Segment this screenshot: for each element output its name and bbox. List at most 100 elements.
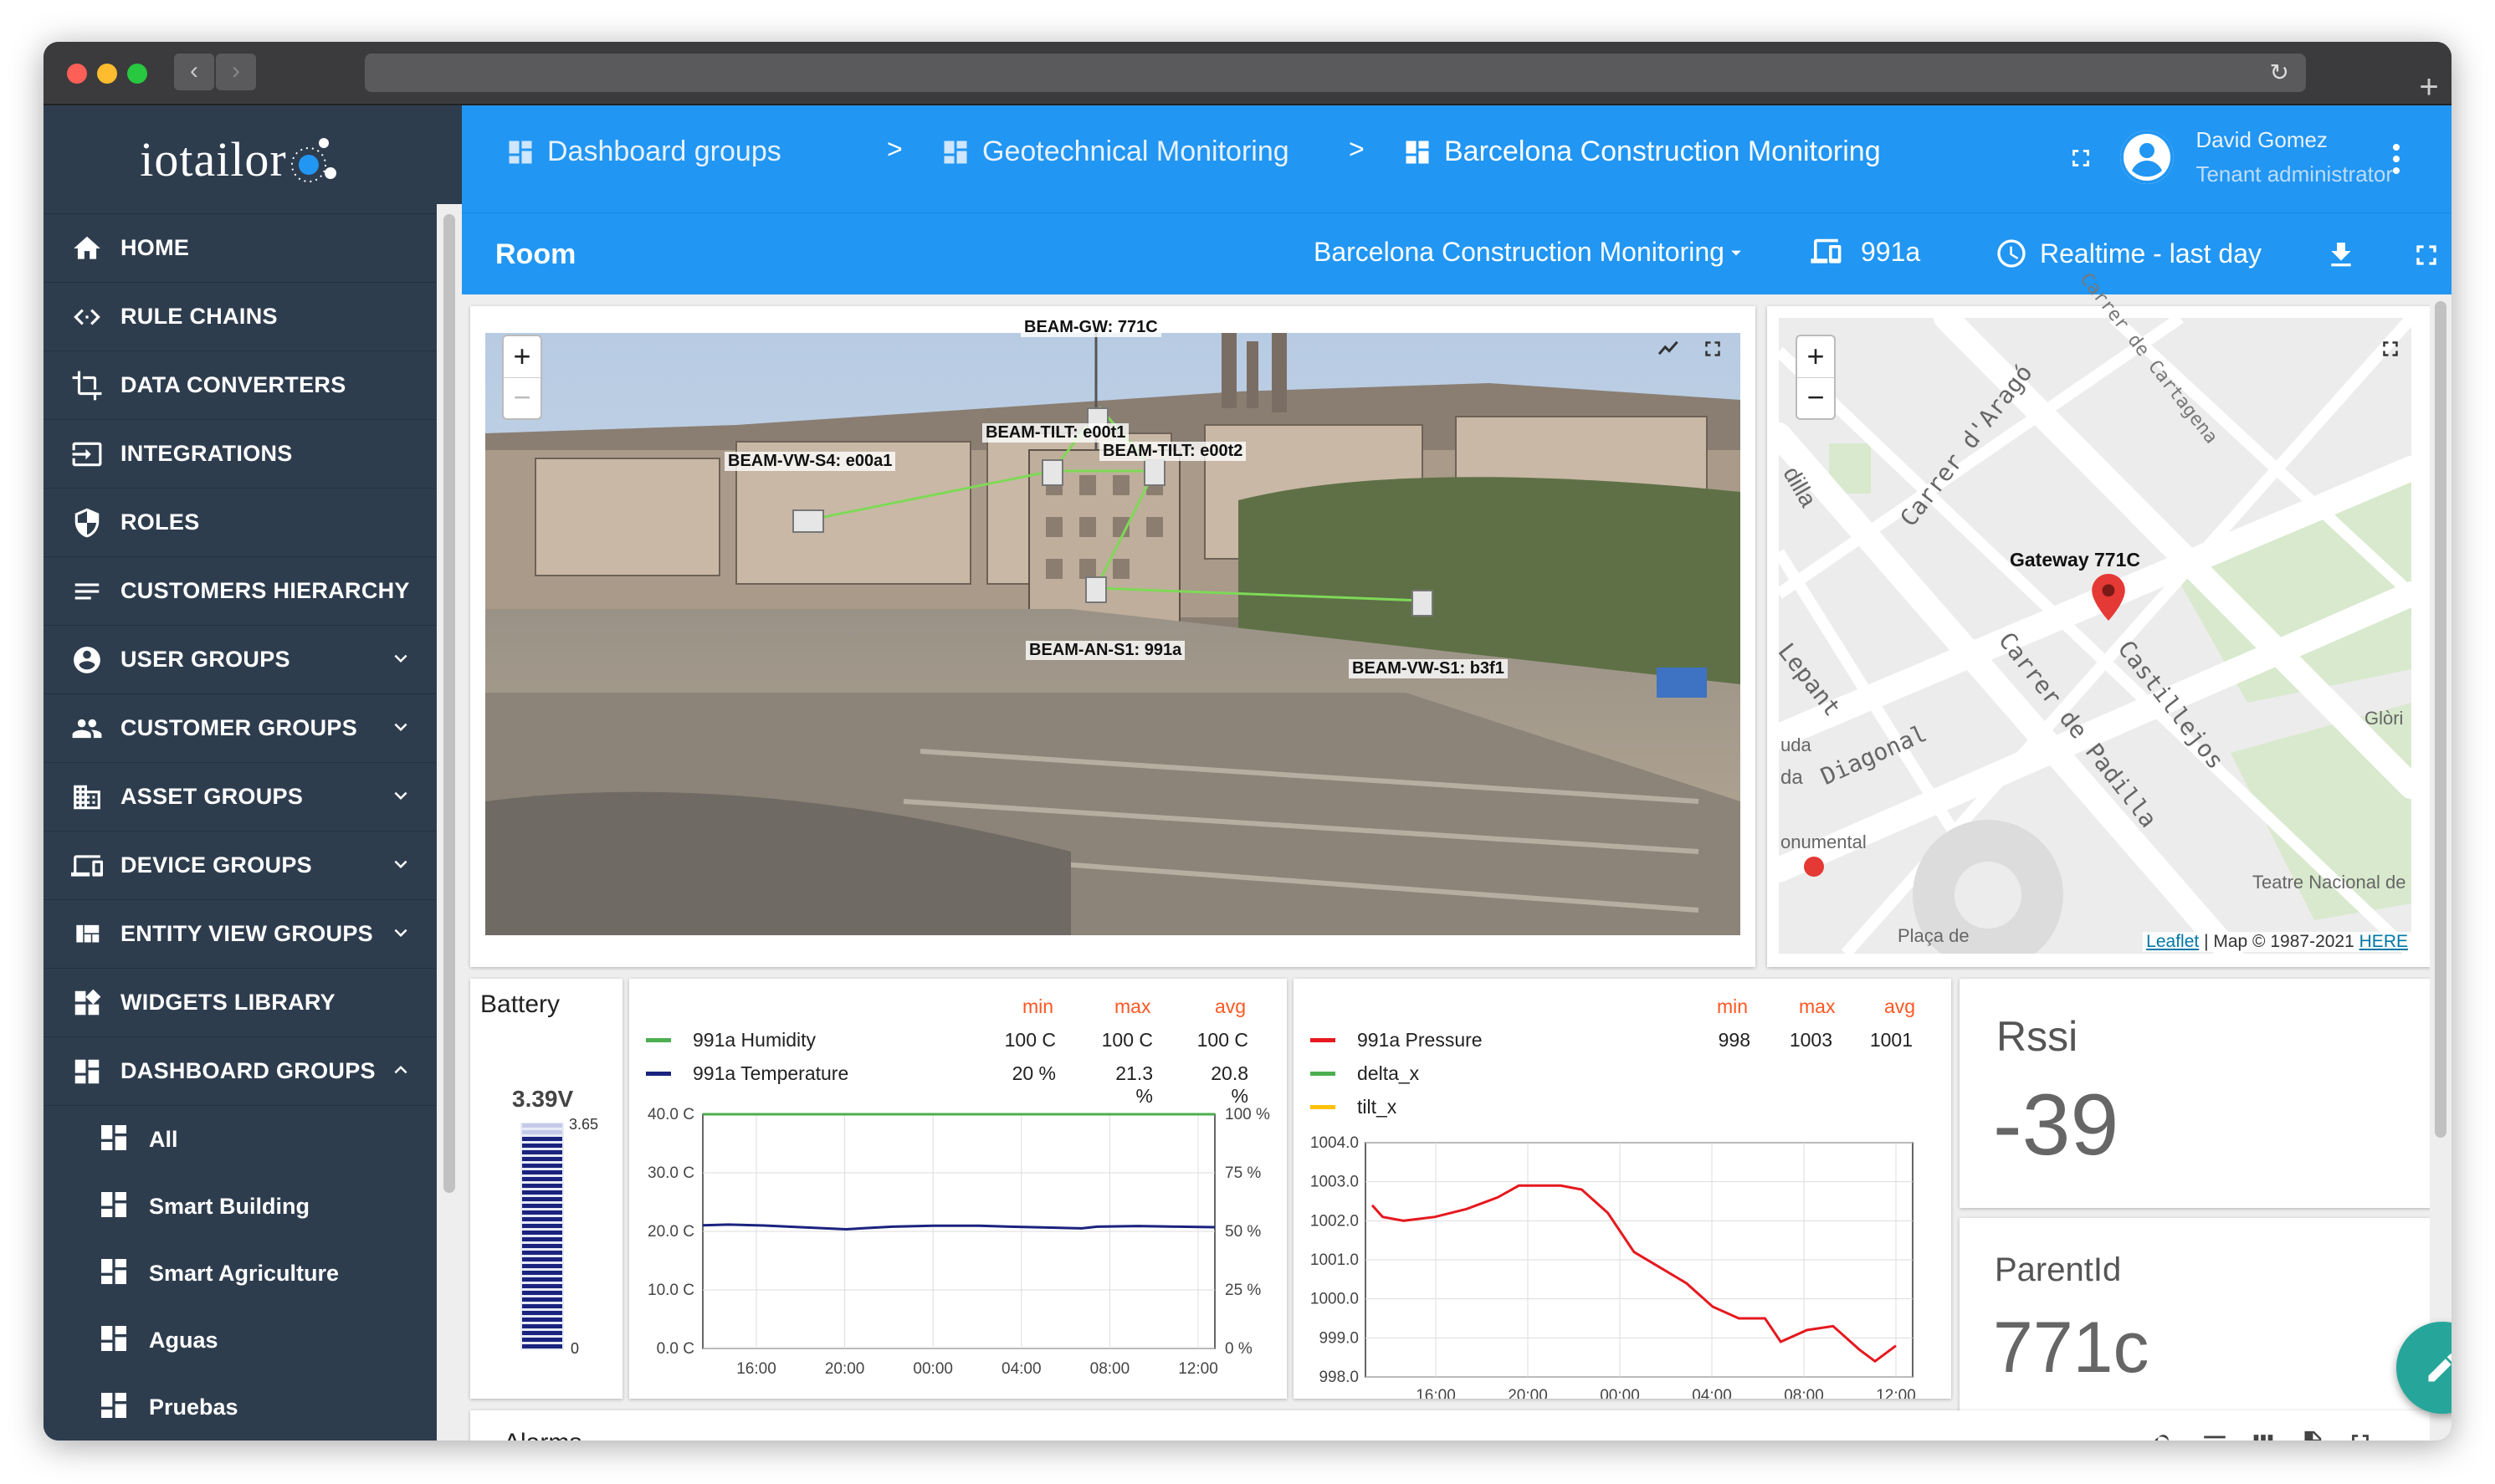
- breadcrumb-dashboard-groups[interactable]: Dashboard groups: [505, 136, 781, 168]
- browser-chrome: ‹ › ↻ +: [44, 42, 2451, 105]
- sidebar-subitem-smart-building[interactable]: Smart Building: [44, 1173, 437, 1240]
- street-map[interactable]: [1779, 318, 2411, 954]
- series-line[interactable]: [1370, 1184, 1897, 1364]
- sidebar-scroll-thumb[interactable]: [443, 214, 455, 1193]
- series-line[interactable]: [702, 1223, 1216, 1231]
- minimize-window-dot[interactable]: [97, 64, 117, 84]
- battery-bar-segment: [522, 1130, 562, 1134]
- legend-item[interactable]: delta_x: [1310, 1062, 1419, 1085]
- sidebar-item-integrations[interactable]: INTEGRATIONS: [44, 420, 437, 489]
- chevron-down-icon[interactable]: [388, 714, 413, 739]
- zoom-out-button[interactable]: −: [1806, 380, 1825, 414]
- map-marker-icon[interactable]: [2092, 574, 2125, 621]
- legend-swatch: [646, 1072, 671, 1076]
- chevron-up-icon[interactable]: [388, 1057, 413, 1082]
- shield-icon: [69, 504, 105, 541]
- stat-header-min: min: [1022, 995, 1054, 1017]
- chart-plot[interactable]: 40.0 C 30.0 C 20.0 C 10.0 C 0.0 C 100 % 75 % 50…: [629, 1096, 1287, 1399]
- sidebar-subitem-aguas[interactable]: Aguas: [44, 1307, 437, 1374]
- sidebar-item-rule-chains[interactable]: RULE CHAINS: [44, 283, 437, 351]
- sidebar-subitem-all[interactable]: All: [44, 1106, 437, 1173]
- battery-bar-segment: [522, 1190, 562, 1195]
- scene-zoom-control: + −: [502, 335, 542, 420]
- battery-bar-segment: [522, 1277, 562, 1282]
- fullscreen-icon[interactable]: [1700, 336, 1725, 361]
- back-button[interactable]: ‹: [174, 54, 214, 90]
- columns-icon[interactable]: [2249, 1429, 2277, 1441]
- breadcrumb-label: Geotechnical Monitoring: [982, 136, 1289, 167]
- sidebar-item-roles[interactable]: ROLES: [44, 489, 437, 557]
- input-icon: [69, 436, 105, 473]
- widgets-icon: [69, 985, 105, 1021]
- legend-item[interactable]: 991a Humidity: [646, 1029, 816, 1052]
- legend-item[interactable]: 991a Pressure: [1310, 1029, 1483, 1052]
- battery-max: 3.65: [569, 1116, 599, 1133]
- legend-item[interactable]: tilt_x: [1310, 1096, 1396, 1118]
- dashboard-select[interactable]: Barcelona Construction Monitoring: [1314, 237, 1748, 268]
- sidebar-item-user-groups[interactable]: USER GROUPS: [44, 626, 437, 694]
- zoom-out-button[interactable]: −: [513, 380, 531, 414]
- pressure-chart: min max avg 991a Pressure 998 1003 1001 …: [1294, 979, 1951, 1399]
- reload-icon[interactable]: ↻: [2269, 59, 2289, 85]
- legend-item[interactable]: 991a Temperature: [646, 1062, 848, 1085]
- sidebar-subitem-smart-agriculture[interactable]: Smart Agriculture: [44, 1240, 437, 1307]
- chevron-down-icon[interactable]: [388, 920, 413, 945]
- fullscreen-icon[interactable]: [2346, 1429, 2375, 1441]
- url-bar[interactable]: ↻: [365, 54, 2306, 92]
- breadcrumb-label: Dashboard groups: [547, 136, 781, 167]
- fullscreen-icon[interactable]: [2378, 336, 2403, 361]
- search-icon[interactable]: [2152, 1429, 2180, 1441]
- sidebar-scrollbar[interactable]: [437, 204, 462, 1441]
- more-vert-icon[interactable]: [2391, 142, 2401, 176]
- x-tick-label: 08:00: [1090, 1360, 1130, 1378]
- chart-line-icon[interactable]: [1657, 338, 1682, 358]
- battery-bar-segment: [522, 1257, 562, 1261]
- sidebar-item-home[interactable]: HOME: [44, 214, 437, 283]
- fullscreen-icon[interactable]: [2410, 238, 2443, 272]
- battery-bar-segment: [522, 1204, 562, 1208]
- fullscreen-icon[interactable]: [2067, 144, 2095, 172]
- user-menu[interactable]: David Gomez Tenant administrator: [2120, 127, 2393, 187]
- chevron-down-icon[interactable]: [388, 783, 413, 808]
- sidebar-item-customers-hierarchy[interactable]: CUSTOMERS HIERARCHY: [44, 557, 437, 626]
- entity-select[interactable]: 991a: [1811, 237, 1920, 268]
- chevron-down-icon[interactable]: [388, 646, 413, 671]
- sensor-label[interactable]: BEAM-TILT: e00t2: [1099, 442, 1247, 461]
- here-link[interactable]: HERE: [2359, 932, 2408, 951]
- sensor-label[interactable]: BEAM-VW-S1: b3f1: [1349, 659, 1508, 678]
- sidebar-subitem-pruebas[interactable]: Pruebas: [44, 1374, 437, 1441]
- download-icon[interactable]: [2324, 238, 2358, 272]
- sensor-label[interactable]: BEAM-AN-S1: 991a: [1026, 641, 1186, 660]
- code-arrows-icon: [69, 299, 105, 335]
- main-content: Dashboard groups > Geotechnical Monitori…: [462, 105, 2451, 1441]
- construction-site-photo[interactable]: [485, 333, 1740, 935]
- sidebar-item-widgets-library[interactable]: WIDGETS LIBRARY: [44, 969, 437, 1037]
- sidebar-item-asset-groups[interactable]: ASSET GROUPS: [44, 763, 437, 832]
- timewindow-button[interactable]: Realtime - last day: [1995, 237, 2262, 270]
- sidebar-item-customer-groups[interactable]: CUSTOMER GROUPS: [44, 694, 437, 763]
- sensor-label[interactable]: BEAM-VW-S4: e00a1: [725, 452, 896, 471]
- close-window-dot[interactable]: [67, 64, 87, 84]
- maximize-window-dot[interactable]: [127, 64, 147, 84]
- filter-list-icon[interactable]: [2200, 1429, 2229, 1441]
- chart-plot[interactable]: 1004.0 1003.0 1002.0 1001.0 1000.0 999.0 998.0…: [1294, 1126, 1951, 1399]
- sidebar-item-dashboard-groups[interactable]: DASHBOARD GROUPS: [44, 1037, 437, 1106]
- leaflet-link[interactable]: Leaflet: [2146, 932, 2200, 951]
- new-tab-button[interactable]: +: [2419, 69, 2439, 105]
- sidebar-subitem-label: Smart Agriculture: [149, 1260, 340, 1286]
- legend-label: tilt_x: [1357, 1096, 1397, 1118]
- chevron-down-icon[interactable]: [388, 852, 413, 877]
- sidebar-item-device-groups[interactable]: DEVICE GROUPS: [44, 832, 437, 900]
- sidebar-item-entity-view-groups[interactable]: ENTITY VIEW GROUPS: [44, 900, 437, 969]
- main-scrollbar[interactable]: [2430, 294, 2451, 1441]
- main-scroll-thumb[interactable]: [2435, 301, 2446, 1138]
- sensor-label[interactable]: BEAM-TILT: e00t1: [982, 423, 1130, 443]
- file-export-icon[interactable]: [2298, 1429, 2326, 1441]
- logo[interactable]: iotailor: [44, 105, 437, 214]
- breadcrumb-geotechnical[interactable]: Geotechnical Monitoring: [940, 136, 1289, 168]
- zoom-in-button[interactable]: +: [504, 336, 540, 378]
- zoom-in-button[interactable]: +: [1797, 336, 1834, 378]
- sidebar-item-data-converters[interactable]: DATA CONVERTERS: [44, 351, 437, 420]
- sensor-label[interactable]: BEAM-GW: 771C: [1021, 318, 1161, 337]
- forward-button[interactable]: ›: [216, 54, 256, 90]
